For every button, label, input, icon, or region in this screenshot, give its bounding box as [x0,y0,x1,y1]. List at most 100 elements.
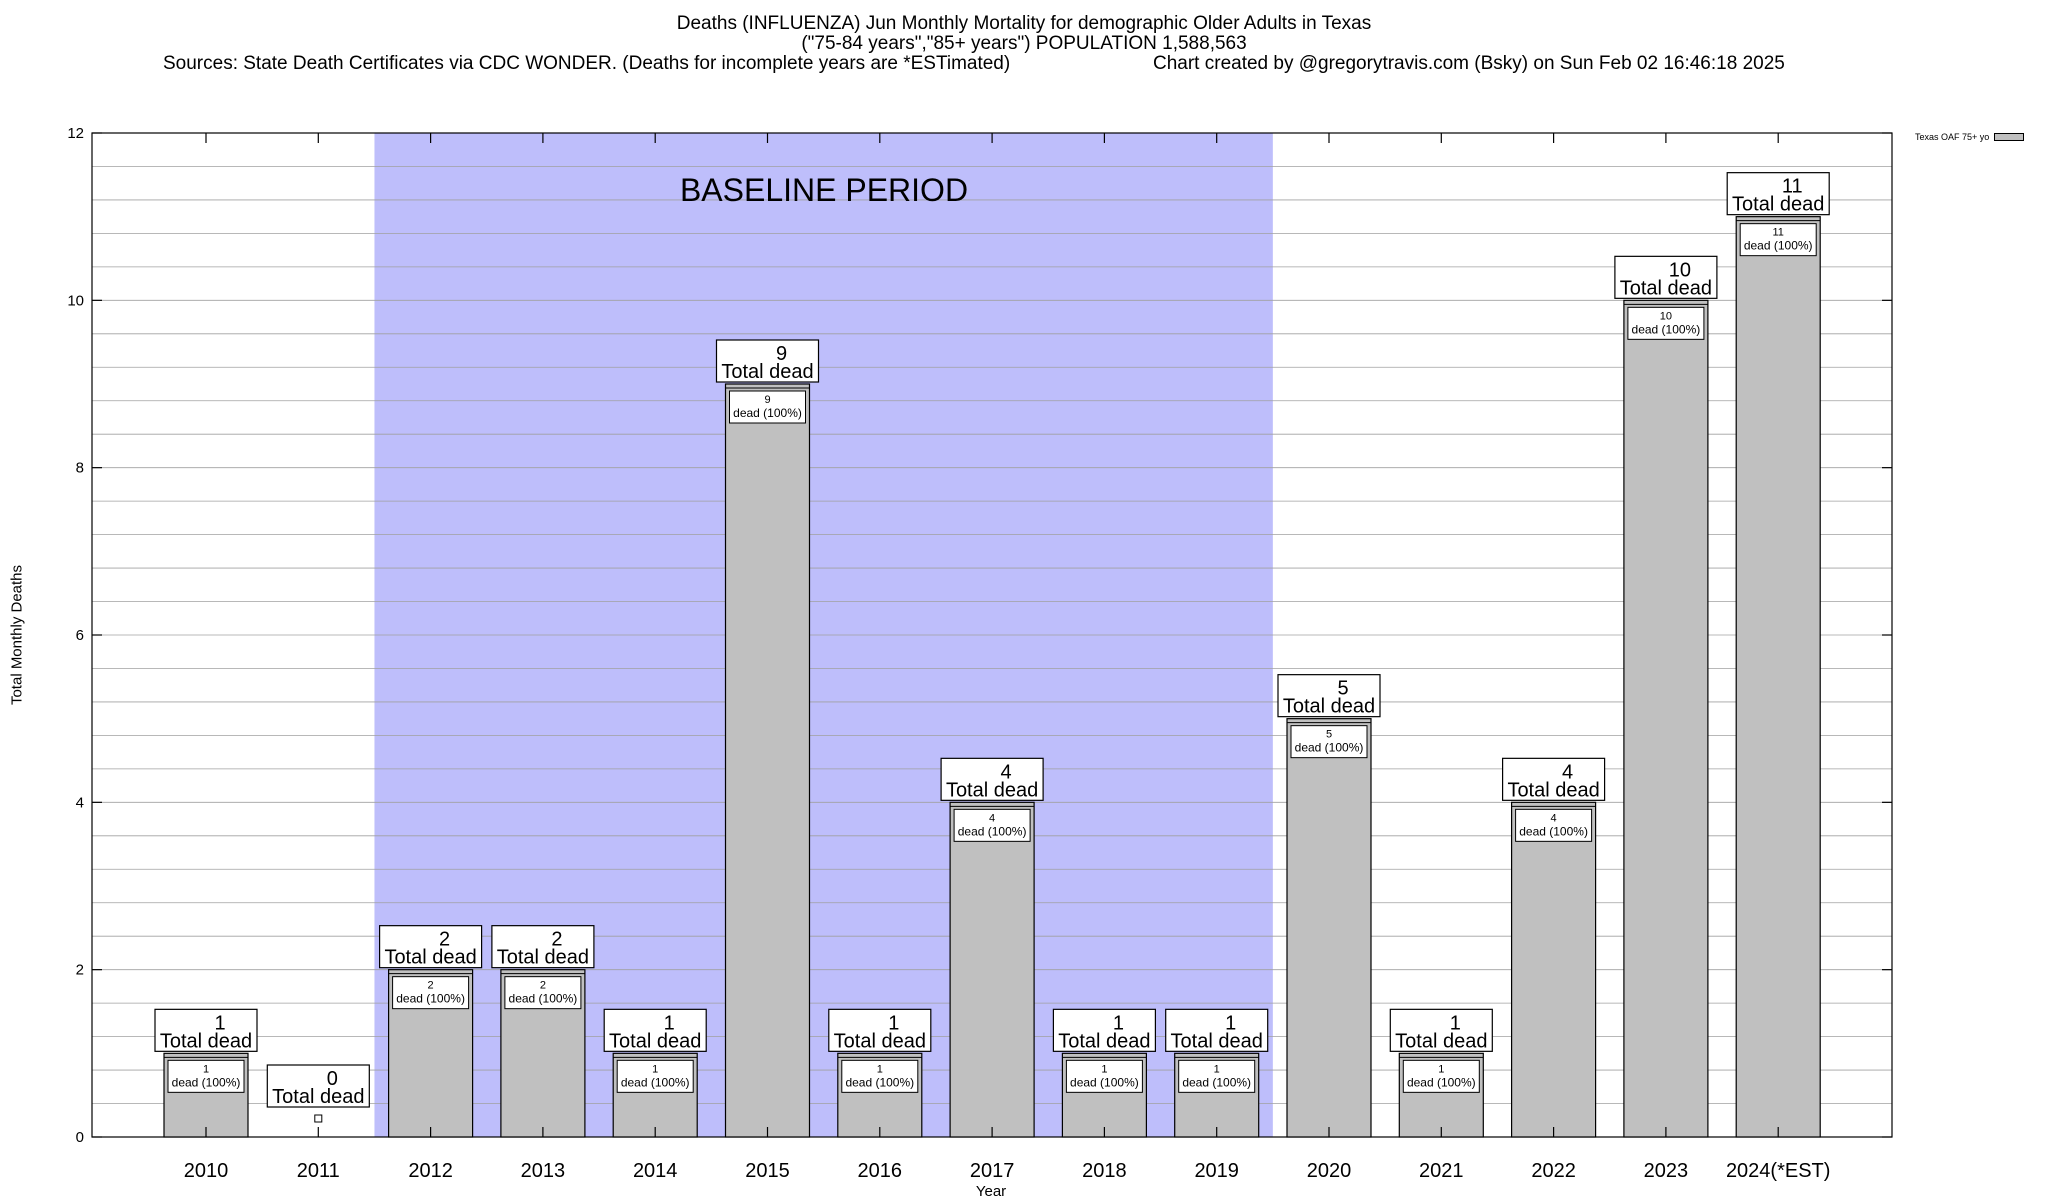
bar-inner-label: dead (100%) [845,1075,914,1089]
bar-total-box [379,925,483,969]
bar-total-label: Total dead [1732,194,1824,216]
bar-inner-value: 4 [1551,812,1557,824]
bar-inner-value: 10 [1660,310,1672,322]
bar-inner-label: dead (100%) [1182,1075,1251,1089]
y-tick-label: 10 [67,292,84,309]
x-tick-label: 2024(*EST) [1726,1160,1831,1182]
chart-title: Deaths (INFLUENZA) Jun Monthly Mortality… [676,13,1372,34]
bar-inner-label-box [616,1059,694,1093]
bar-inner-label: dead (100%) [509,992,578,1006]
bar-total-box [1165,1008,1269,1052]
bar-inner-value: 1 [652,1063,658,1075]
bar-inner-label-box [1627,306,1705,340]
bar-total-label: Total dead [946,779,1038,801]
bar-total-box [1277,674,1381,718]
x-tick-label: 2011 [297,1160,340,1182]
bar-inner-label-box [953,808,1031,842]
sources-note: Sources: State Death Certificates via CD… [163,53,1011,74]
y-tick-label: 12 [67,125,84,142]
bar-total-label: Total dead [497,947,589,969]
bar-total-value: 2 [551,929,562,951]
bar-total-value: 1 [1450,1012,1461,1034]
bar-total-box [715,339,820,383]
bar-total-label: Total dead [834,1030,926,1052]
bar-total-label: Total dead [160,1030,252,1052]
legend-label: Texas OAF 75+ yo [1915,132,1990,142]
legend: Texas OAF 75+ yo [1915,132,2025,142]
bar-total-label: Total dead [609,1030,701,1052]
bar-total-label: Total dead [721,361,813,383]
bar-inner-label: dead (100%) [958,824,1027,838]
bar-total-label: Total dead [384,947,476,969]
bar-total-box [266,1064,370,1108]
bar [1286,718,1372,1138]
x-axis: 2010 2011 2012 2013 2014 2015 2016 2017 2018 2019… [184,133,1831,1182]
bar-inner-label-box [1402,1059,1480,1093]
bar-inner-value: 5 [1326,729,1332,741]
bar-total-value: 11 [1782,176,1803,198]
bar-total-box [828,1008,932,1052]
x-tick-label: 2018 [1082,1160,1127,1182]
x-tick-label: 2013 [521,1160,566,1182]
bar-inner-label-box [729,390,806,424]
bar-total-value: 1 [1225,1012,1236,1034]
bar-total-value: 0 [327,1068,338,1090]
bar-inner-label-box [1739,223,1817,257]
x-axis-label: Year [975,1183,1007,1200]
y-tick-label: 4 [76,794,84,811]
bar-inner-label-box [1515,808,1593,842]
bar-inner-value: 9 [764,394,770,406]
bar-total-value: 2 [439,929,450,951]
x-tick-label: 2022 [1531,1160,1576,1182]
bar-total-value: 5 [1337,678,1348,700]
bar-total-box [154,1008,258,1052]
x-tick-label: 2023 [1644,1160,1689,1182]
bar-inner-label: dead (100%) [1519,824,1588,838]
bar-total-box [1389,1008,1493,1052]
bar-inner-label: dead (100%) [621,1075,690,1089]
bar-total-label: Total dead [1283,696,1375,718]
bar-total-value: 4 [1562,761,1573,783]
bar-total-label: Total dead [1171,1030,1263,1052]
bar-inner-value: 1 [1101,1063,1107,1075]
bar-zero-marker [314,1114,323,1123]
bar-inner-value: 1 [203,1063,209,1075]
bar-total-box [491,925,595,969]
bar-inner-label: dead (100%) [1632,322,1701,336]
chart-subtitle: ("75-84 years","85+ years") POPULATION 1… [801,33,1247,54]
x-tick-label: 2017 [970,1160,1015,1182]
bar-inner-label-box [841,1059,919,1093]
y-tick-label: 0 [76,1129,84,1146]
y-axis-label: Total Monthly Deaths [8,564,26,706]
legend-swatch [1994,133,2025,141]
bar-inner-value: 1 [1438,1063,1444,1075]
bar-inner-label: dead (100%) [733,406,802,420]
bar-inner-label-box [1178,1059,1256,1093]
bar-inner-value: 1 [877,1063,883,1075]
baseline-period-label: BASELINE PERIOD [679,172,969,208]
bar-total-value: 10 [1669,259,1691,281]
y-tick-label: 2 [76,962,84,979]
bar-inner-label-box [1290,725,1368,759]
bar-total-label: Total dead [1395,1030,1487,1052]
bar-total-box [940,757,1044,801]
x-tick-label: 2019 [1194,1160,1239,1182]
bar-inner-value: 1 [1214,1063,1220,1075]
bar-total-label: Total dead [1058,1030,1150,1052]
bar-inner-label: dead (100%) [172,1075,241,1089]
x-tick-label: 2021 [1419,1160,1464,1182]
bar-inner-value: 4 [989,812,995,824]
bar-total-label: Total dead [1507,779,1599,801]
bar-total-box [1501,757,1606,801]
bar-total-value: 1 [664,1012,675,1034]
bar [1623,299,1709,1138]
bar-inner-label: dead (100%) [396,992,465,1006]
bar [1735,216,1821,1138]
x-tick-label: 2010 [184,1160,229,1182]
y-tick-label: 8 [76,460,84,477]
bar-inner-label-box [1065,1059,1143,1093]
x-tick-label: 2015 [745,1160,790,1182]
x-tick-label: 2014 [633,1160,678,1182]
